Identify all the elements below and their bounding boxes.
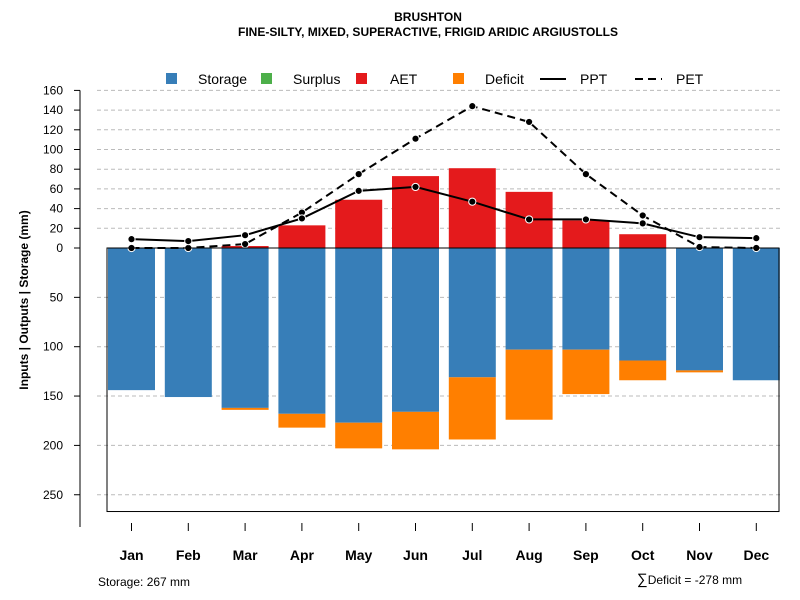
storage-bar — [676, 248, 723, 371]
ppt-line — [131, 185, 757, 243]
legend-label-storage: Storage — [198, 71, 247, 87]
pet-line-point — [354, 170, 363, 179]
ppt-line-point — [411, 182, 420, 192]
deficit-bar — [221, 407, 269, 410]
y-tick-label: 100 — [43, 143, 63, 157]
y-tick-label: 200 — [43, 438, 63, 452]
legend-swatch-deficit — [453, 73, 464, 84]
legend: Storage Surplus AET Deficit PPT PET — [166, 71, 704, 87]
ppt-line-point — [184, 237, 193, 246]
bars-group — [108, 168, 780, 450]
y-tick-label: 0 — [56, 241, 63, 255]
x-tick-label: Jul — [462, 547, 482, 563]
storage-bar — [335, 248, 383, 423]
x-tick-label: Jun — [403, 547, 428, 563]
aet-bar — [278, 225, 326, 248]
x-tick-label: Oct — [631, 547, 655, 563]
y-tick-label: 160 — [43, 83, 63, 97]
pet-line-point — [525, 117, 534, 127]
pet-line-point — [695, 242, 704, 252]
storage-bar — [392, 248, 439, 412]
deficit-bar — [448, 377, 496, 440]
y-tick-label: 60 — [50, 182, 64, 196]
y-tick-label: 120 — [43, 123, 63, 137]
legend-label-surplus: Surplus — [293, 71, 340, 87]
chart-title: BRUSHTON — [394, 10, 462, 24]
y-tick-label: 140 — [43, 103, 63, 117]
x-tick-label: Mar — [233, 547, 258, 563]
axes-group: 0 20 40 60 80 100 120 140 160 50 100 150 200 250 Jan Fe… — [43, 83, 780, 563]
x-tick-label: Dec — [743, 547, 769, 563]
ppt-line-point — [695, 233, 704, 242]
y-tick-label: 20 — [50, 221, 64, 235]
pet-line-point — [581, 170, 591, 179]
deficit-bar — [392, 411, 439, 450]
chart-subtitle: FINE-SILTY, MIXED, SUPERACTIVE, FRIGID A… — [238, 25, 618, 39]
deficit-total: ∑Deficit = -278 mm — [637, 571, 742, 588]
deficit-bar — [278, 413, 326, 428]
y-tick-label: 100 — [43, 340, 63, 354]
ppt-line-point — [241, 231, 250, 240]
deficit-bar — [335, 422, 383, 449]
legend-label-deficit: Deficit — [485, 71, 524, 87]
legend-swatch-aet — [356, 73, 367, 84]
pet-line-point — [638, 211, 647, 220]
pet-line-point — [411, 134, 420, 143]
aet-bar — [562, 220, 610, 248]
ppt-line-point — [525, 215, 534, 224]
storage-total: Storage: 267 mm — [98, 575, 191, 589]
x-tick-label: Nov — [686, 547, 713, 563]
x-tick-label: Apr — [290, 547, 315, 563]
deficit-bar — [505, 349, 553, 420]
pet-line-point — [468, 102, 477, 111]
y-axis-label: Inputs | Outputs | Storage (mm) — [17, 210, 31, 389]
deficit-bar — [619, 360, 667, 381]
aet-bar — [335, 199, 383, 248]
storage-bar — [278, 248, 326, 414]
x-tick-label: Aug — [515, 547, 542, 563]
storage-bar — [448, 248, 496, 378]
storage-bar — [108, 248, 155, 391]
pet-line — [131, 105, 757, 249]
legend-label-ppt: PPT — [580, 71, 608, 87]
storage-bar — [164, 248, 212, 398]
y-tick-label: 50 — [50, 290, 64, 304]
aet-bar — [619, 234, 667, 248]
ppt-line-point — [354, 186, 363, 195]
legend-label-pet: PET — [676, 71, 704, 87]
storage-bar — [505, 248, 553, 350]
deficit-total-text: Deficit = -278 mm — [647, 573, 743, 587]
deficit-bar — [676, 370, 723, 373]
sum-symbol: ∑ — [637, 571, 648, 588]
legend-label-aet: AET — [390, 71, 418, 87]
deficit-bar — [562, 349, 610, 395]
storage-bar — [619, 248, 667, 361]
y-tick-label: 150 — [43, 389, 63, 403]
ppt-line-point — [127, 235, 136, 244]
storage-bar — [732, 248, 780, 381]
ppt-line-point — [468, 197, 477, 206]
pet-line-point — [241, 239, 250, 249]
legend-swatch-surplus — [261, 73, 272, 84]
ppt-line-point — [297, 214, 306, 223]
storage-bar — [562, 248, 610, 350]
x-tick-label: Jan — [119, 547, 143, 563]
legend-swatch-storage — [166, 73, 177, 84]
aet-bar — [448, 168, 496, 248]
x-tick-label: Sep — [573, 547, 599, 563]
ppt-line-point — [752, 234, 761, 243]
y-tick-label: 40 — [50, 202, 64, 216]
storage-bar — [221, 248, 269, 408]
x-tick-label: May — [345, 547, 372, 563]
ppt-line-point — [581, 215, 591, 224]
ppt-line-point — [638, 219, 647, 228]
y-tick-label: 250 — [43, 488, 63, 502]
lines-group — [127, 102, 761, 253]
y-tick-label: 80 — [50, 162, 64, 176]
x-tick-label: Feb — [176, 547, 201, 563]
